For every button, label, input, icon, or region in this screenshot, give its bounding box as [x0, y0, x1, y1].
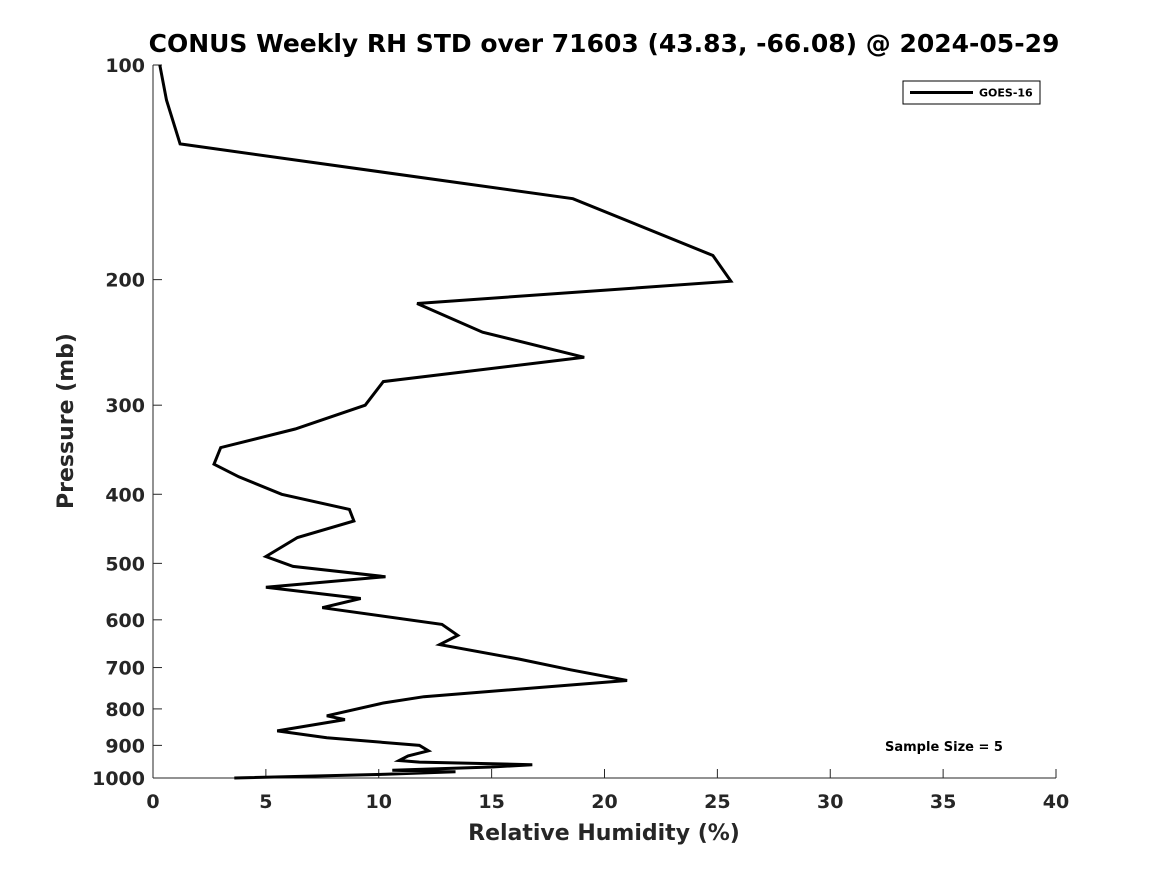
x-axis-title: Relative Humidity (%) — [468, 821, 740, 846]
x-axis-ticks: 0 5 10 15 20 25 30 35 40 — [146, 769, 1069, 813]
x-tick-label: 5 — [259, 791, 272, 813]
chart-title: CONUS Weekly RH STD over 71603 (43.83, -… — [149, 29, 1060, 58]
x-tick-label: 25 — [704, 791, 730, 813]
y-tick-label: 1000 — [92, 768, 145, 790]
legend-label-goes-16: GOES-16 — [979, 87, 1033, 100]
sample-size-annotation: Sample Size = 5 — [885, 740, 1003, 755]
y-tick-label: 200 — [105, 270, 145, 292]
y-tick-label: 600 — [105, 610, 145, 632]
y-axis-title: Pressure (mb) — [54, 333, 79, 509]
x-tick-label: 40 — [1043, 791, 1069, 813]
y-tick-label: 500 — [105, 553, 145, 575]
y-tick-label: 400 — [105, 484, 145, 506]
x-tick-label: 30 — [817, 791, 843, 813]
legend: GOES-16 — [902, 80, 1041, 105]
x-tick-label: 0 — [146, 791, 159, 813]
series-line-goes-16 — [158, 64, 734, 780]
y-axis-ticks: 100 200 300 400 500 600 700 800 900 1000 — [92, 55, 162, 790]
x-tick-label: 20 — [591, 791, 617, 813]
x-tick-label: 35 — [930, 791, 956, 813]
y-tick-label: 100 — [105, 55, 145, 77]
x-tick-label: 15 — [478, 791, 504, 813]
axes — [152, 65, 1056, 779]
y-tick-label: 900 — [105, 735, 145, 757]
plot-area — [158, 64, 734, 780]
y-tick-label: 700 — [105, 658, 145, 680]
y-tick-label: 300 — [105, 395, 145, 417]
y-tick-label: 800 — [105, 699, 145, 721]
x-tick-label: 10 — [366, 791, 392, 813]
